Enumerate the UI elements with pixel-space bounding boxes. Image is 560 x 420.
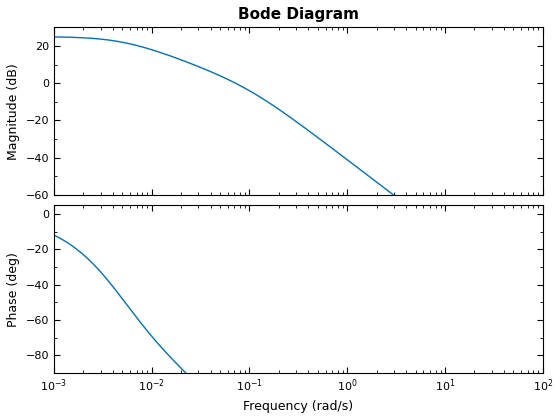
Y-axis label: Magnitude (dB): Magnitude (dB) <box>7 63 20 160</box>
X-axis label: Frequency (rad/s): Frequency (rad/s) <box>243 400 353 413</box>
Title: Bode Diagram: Bode Diagram <box>238 7 359 22</box>
Y-axis label: Phase (deg): Phase (deg) <box>7 252 20 327</box>
